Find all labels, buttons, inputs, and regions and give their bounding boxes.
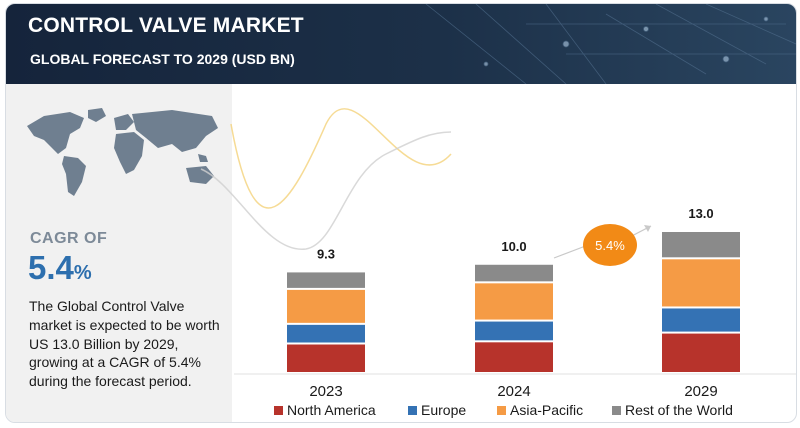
- legend-label: Asia-Pacific: [510, 402, 584, 418]
- badge-circle: [583, 224, 637, 266]
- legend-item-europe: Europe: [408, 402, 466, 418]
- bars-group: [287, 232, 740, 372]
- chart-subtitle: GLOBAL FORECAST TO 2029 (USD BN): [30, 51, 295, 67]
- infographic-frame: CONTROL VALVE MARKET GLOBAL FORECAST TO …: [5, 3, 797, 423]
- legend-swatch: [612, 405, 621, 415]
- badge-text: 5.4%: [595, 238, 625, 253]
- bar-segment-rest-of-the-world-2029: [662, 232, 740, 258]
- bar-segment-rest-of-the-world-2024: [475, 264, 553, 282]
- legend-item-north-america: North America: [274, 402, 376, 418]
- bar-segment-asia-pacific-2023: [287, 289, 365, 323]
- total-label-2024: 10.0: [501, 239, 526, 254]
- bar-segment-north-america-2024: [475, 342, 553, 372]
- bar-segment-rest-of-the-world-2023: [287, 272, 365, 288]
- header-banner: CONTROL VALVE MARKET GLOBAL FORECAST TO …: [6, 4, 796, 84]
- bar-segment-europe-2029: [662, 308, 740, 332]
- total-label-2029: 13.0: [688, 206, 713, 221]
- bar-segment-europe-2023: [287, 324, 365, 343]
- decorative-curve: [230, 108, 452, 209]
- legend-swatch: [497, 405, 506, 415]
- legend-item-rest-of-the-world: Rest of the World: [612, 402, 733, 418]
- decorative-curve: [200, 131, 452, 250]
- x-tick-label-2029: 2029: [684, 383, 717, 400]
- legend-label: Rest of the World: [625, 402, 733, 418]
- bar-segment-north-america-2023: [287, 344, 365, 372]
- legend-label: North America: [287, 402, 376, 418]
- legend-swatch: [408, 405, 417, 415]
- cagr-unit: %: [73, 262, 92, 284]
- market-description: The Global Control Valve market is expec…: [29, 298, 220, 390]
- bar-segment-asia-pacific-2029: [662, 259, 740, 307]
- bar-segment-asia-pacific-2024: [475, 283, 553, 320]
- x-tick-label-2023: 2023: [309, 383, 342, 400]
- cagr-label: CAGR OF: [30, 230, 108, 247]
- stacked-bar-chart: 9.3 10.0 13.0 2023 2024 2029 5.4%: [200, 108, 796, 400]
- header-decoration: [425, 4, 796, 84]
- x-tick-labels: 2023 2024 2029: [309, 383, 717, 400]
- chart-title: CONTROL VALVE MARKET: [28, 14, 304, 37]
- world-map-icon: [27, 108, 218, 196]
- arrowhead-icon: [644, 225, 651, 232]
- bar-segment-europe-2024: [475, 321, 553, 341]
- legend-item-asia-pacific: Asia-Pacific: [497, 402, 583, 418]
- x-tick-label-2024: 2024: [497, 383, 530, 400]
- legend-label: Europe: [421, 402, 467, 418]
- total-label-2023: 9.3: [317, 246, 335, 261]
- cagr-value: 5.4%: [28, 249, 92, 287]
- legend-swatch: [274, 405, 283, 415]
- bar-segment-north-america-2029: [662, 333, 740, 372]
- cagr-badge: 5.4%: [553, 224, 652, 266]
- cagr-number: 5.4: [28, 249, 74, 286]
- total-labels: 9.3 10.0 13.0: [317, 206, 714, 261]
